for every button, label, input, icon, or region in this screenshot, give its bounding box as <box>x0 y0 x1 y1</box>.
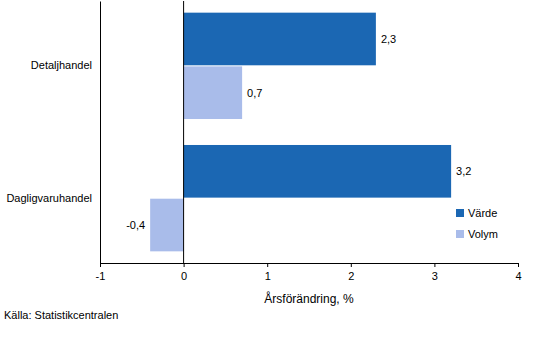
plot: 2,3 3,2 0,7 -0,4 -1 0 1 2 3 4 Detaljhandel Dagligva… <box>6 1 521 282</box>
y-tick-label: Detaljhandel <box>31 59 92 71</box>
y-tick-label: Dagligvaruhandel <box>6 192 92 204</box>
x-tick-label: 4 <box>515 270 521 282</box>
legend-swatch <box>456 209 464 217</box>
x-tick-label: -1 <box>96 270 106 282</box>
data-label: 3,2 <box>456 165 471 177</box>
x-tick: 4 <box>515 263 521 282</box>
bar <box>184 66 243 119</box>
legend-label: Volym <box>468 228 498 240</box>
y-tick: Detaljhandel <box>31 59 100 71</box>
legend: Värde Volym <box>456 207 498 240</box>
bar <box>184 13 376 66</box>
chart: 2,3 3,2 0,7 -0,4 -1 0 1 2 3 4 Detaljhandel Dagligva… <box>0 0 533 359</box>
x-tick: 3 <box>432 263 438 282</box>
legend-label: Värde <box>468 207 497 219</box>
data-label: 2,3 <box>381 33 396 45</box>
x-tick-label: 2 <box>348 270 354 282</box>
bars <box>150 13 451 252</box>
y-tick: Dagligvaruhandel <box>6 192 100 204</box>
legend-item: Värde <box>456 207 497 219</box>
x-tick: 1 <box>265 263 271 282</box>
x-tick-mark <box>100 263 101 267</box>
x-tick-mark <box>518 263 519 267</box>
zero-line <box>183 1 184 263</box>
x-tick: 2 <box>348 263 354 282</box>
y-axis: Detaljhandel Dagligvaruhandel <box>6 2 100 264</box>
x-tick-mark <box>351 263 352 267</box>
y-axis-line <box>100 2 101 264</box>
data-label: -0,4 <box>126 219 145 231</box>
x-tick-mark <box>267 263 268 267</box>
x-axis: -1 0 1 2 3 4 <box>96 263 522 282</box>
bar <box>184 145 452 198</box>
x-axis-line <box>101 264 519 268</box>
legend-swatch <box>456 230 464 238</box>
x-tick-mark <box>434 263 435 267</box>
x-tick: -1 <box>96 263 106 282</box>
bar <box>150 199 183 252</box>
x-tick: 0 <box>181 263 187 282</box>
x-tick-label: 1 <box>265 270 271 282</box>
x-tick-label: 0 <box>181 270 187 282</box>
legend-item: Volym <box>456 228 498 240</box>
data-label: 0,7 <box>247 87 262 99</box>
x-tick-mark <box>184 263 185 267</box>
source: Källa: Statistikcentralen <box>4 309 118 321</box>
x-axis-title: Årsförändring, % <box>264 291 354 306</box>
x-tick-label: 3 <box>432 270 438 282</box>
